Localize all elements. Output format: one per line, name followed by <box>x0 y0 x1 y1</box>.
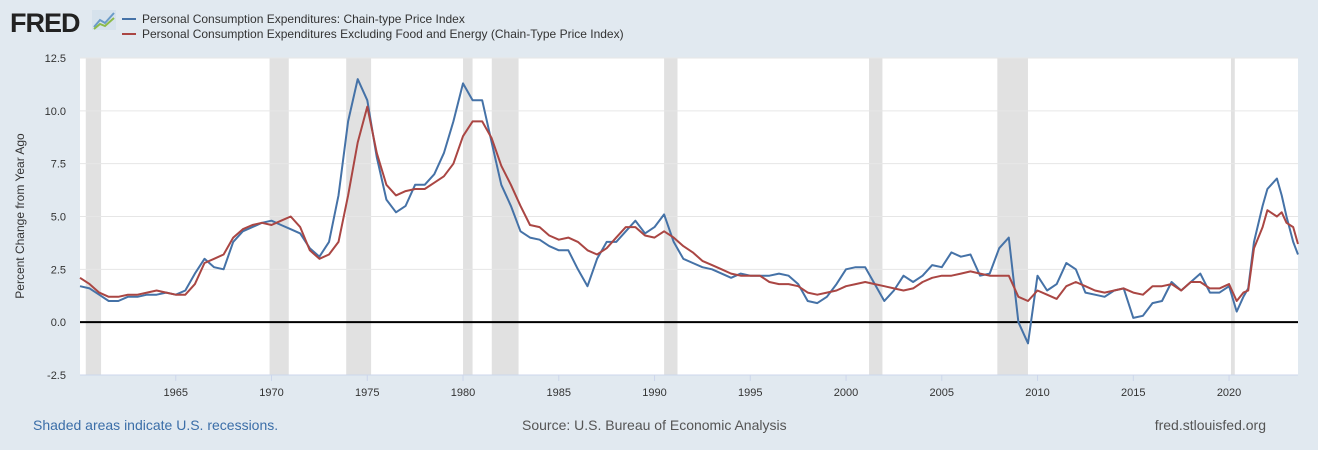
site-link[interactable]: fred.stlouisfed.org <box>1154 417 1266 433</box>
x-tick-label: 1995 <box>738 387 762 399</box>
y-axis-label: Percent Change from Year Ago <box>13 133 27 299</box>
series-line-core-pce <box>79 105 1299 302</box>
line-chart-icon <box>92 10 116 30</box>
x-tick-label: 2010 <box>1025 387 1049 399</box>
y-tick-label: 5.0 <box>51 212 66 224</box>
x-tick-label: 2015 <box>1121 387 1145 399</box>
legend-label: Personal Consumption Expenditures: Chain… <box>142 12 465 26</box>
y-tick-label: 10.0 <box>45 106 66 118</box>
y-tick-label: 2.5 <box>51 264 66 276</box>
x-tick-label: 2000 <box>834 387 858 399</box>
x-tick-label: 1980 <box>451 387 475 399</box>
legend-swatch <box>122 18 136 20</box>
legend-item-pce[interactable]: Personal Consumption Expenditures: Chain… <box>122 12 465 26</box>
legend-label: Personal Consumption Expenditures Exclud… <box>142 27 624 41</box>
y-tick-label: 0.0 <box>51 317 66 329</box>
legend-item-core-pce[interactable]: Personal Consumption Expenditures Exclud… <box>122 27 624 41</box>
x-tick-label: 1975 <box>355 387 379 399</box>
x-tick-label: 1985 <box>547 387 571 399</box>
x-tick-label: 2005 <box>930 387 954 399</box>
y-tick-label: 12.5 <box>45 53 66 65</box>
x-tick-label: 1990 <box>642 387 666 399</box>
legend-swatch <box>122 33 136 35</box>
y-tick-label: -2.5 <box>47 370 66 382</box>
source-text: Source: U.S. Bureau of Economic Analysis <box>522 417 787 433</box>
fred-logo[interactable]: FRED <box>10 8 80 38</box>
recession-note: Shaded areas indicate U.S. recessions. <box>33 417 279 433</box>
series-line-pce <box>79 78 1299 345</box>
x-tick-label: 1965 <box>164 387 188 399</box>
x-tick-label: 2020 <box>1217 387 1241 399</box>
line-chart: -2.5 0.0 2.5 5.0 7.5 10.0 12.5 1965 1970 1975 1980… <box>13 53 1299 399</box>
x-tick-label: 1970 <box>259 387 283 399</box>
y-tick-label: 7.5 <box>51 159 66 171</box>
